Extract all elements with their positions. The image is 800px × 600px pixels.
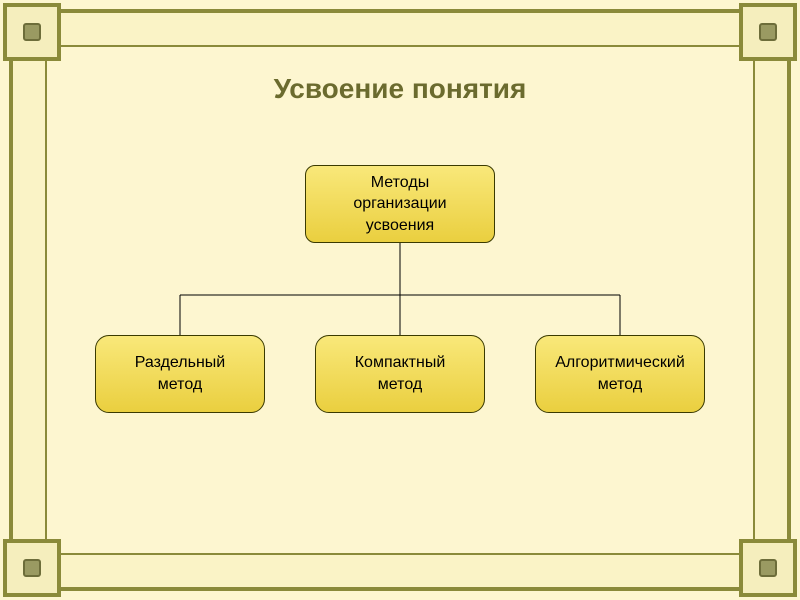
diagram-tree: Методы организации усвоения Раздельный м… [55, 165, 745, 425]
child-0-line1: Раздельный [135, 352, 226, 374]
corner-rivet [23, 559, 41, 577]
page: Усвоение понятия Методы организации усво… [0, 0, 800, 600]
child-2-line1: Алгоритмический [555, 352, 685, 374]
child-node-1: Компактный метод [315, 335, 485, 413]
page-title: Усвоение понятия [55, 73, 745, 105]
content-area: Усвоение понятия Методы организации усво… [55, 55, 745, 545]
root-node: Методы организации усвоения [305, 165, 495, 243]
corner-rivet [759, 559, 777, 577]
child-2-line2: метод [555, 374, 685, 396]
child-1-line2: метод [355, 374, 446, 396]
root-line1: Методы [353, 172, 446, 194]
root-line3: усвоения [353, 215, 446, 237]
child-node-0: Раздельный метод [95, 335, 265, 413]
corner-rivet [759, 23, 777, 41]
child-1-line1: Компактный [355, 352, 446, 374]
corner-rivet [23, 23, 41, 41]
root-line2: организации [353, 193, 446, 215]
child-node-2: Алгоритмический метод [535, 335, 705, 413]
child-0-line2: метод [135, 374, 226, 396]
